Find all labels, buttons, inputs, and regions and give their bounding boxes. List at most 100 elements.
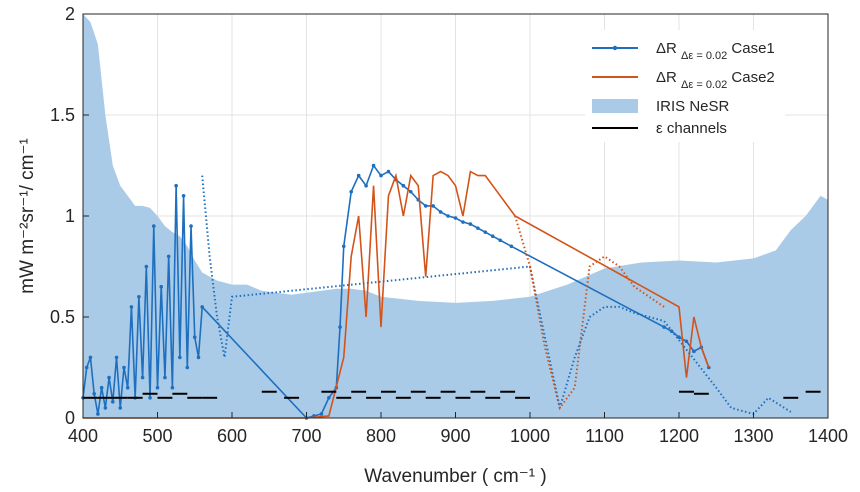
legend-label-channels: ε channels	[656, 120, 727, 137]
data-point-case1	[356, 173, 361, 178]
legend-label-case1: ΔR Δε = 0.02 Case1	[656, 40, 775, 63]
legend-label-case2-sub: Δε = 0.02	[681, 79, 727, 91]
data-point-case1	[349, 189, 354, 194]
nesr-area	[83, 14, 828, 418]
data-point-case1	[92, 391, 96, 396]
data-point-case1	[144, 264, 149, 269]
data-point-case1	[118, 406, 123, 410]
nesr-area-layer	[83, 14, 828, 418]
data-point-case1	[341, 244, 346, 249]
data-point-case1	[137, 295, 141, 299]
data-point-case1	[178, 355, 182, 360]
x-tick-label: 800	[366, 426, 396, 446]
legend-item-case2: ΔR Δε = 0.02 Case2	[592, 69, 775, 92]
data-point-case1	[684, 339, 689, 344]
legend-label-case1-tail: Case1	[731, 40, 774, 57]
x-tick-label: 500	[142, 426, 172, 446]
data-point-case1	[189, 224, 193, 228]
legend-label-case2: ΔR Δε = 0.02 Case2	[656, 69, 775, 92]
data-point-case1	[96, 412, 100, 416]
data-point-case1	[107, 375, 111, 380]
legend-item-channels: ε channels	[592, 120, 727, 137]
data-point-case1	[88, 355, 93, 360]
legend-label-case1-main: ΔR	[656, 40, 677, 57]
data-point-case1	[483, 230, 488, 234]
series-line-case2	[83, 170, 710, 419]
data-point-case1	[111, 400, 115, 404]
data-point-case1	[122, 365, 126, 370]
x-tick-label: 1300	[733, 426, 773, 446]
y-axis-label: mW m⁻²sr⁻¹/ cm⁻¹	[17, 138, 38, 294]
legend-label-nesr: IRIS NeSR	[656, 98, 730, 115]
data-point-case1	[163, 375, 167, 380]
y-tick-label: 1.5	[50, 105, 75, 125]
x-axis-label: Wavenumber ( cm⁻¹ )	[364, 466, 546, 487]
data-point-case1	[148, 396, 152, 400]
legend-label-case1-sub: Δε = 0.02	[681, 50, 727, 62]
data-point-case1	[371, 163, 376, 168]
data-point-case1	[103, 406, 108, 410]
data-point-case1	[99, 385, 104, 390]
data-point-case1	[84, 365, 89, 370]
legend-label-case2-tail: Case2	[731, 69, 774, 86]
data-point-case1	[438, 210, 443, 214]
x-tick-label: 1100	[585, 426, 624, 446]
data-point-case1	[453, 216, 458, 220]
data-point-case1	[192, 335, 197, 340]
data-point-case1	[662, 325, 666, 329]
series-lines-layer	[81, 163, 792, 420]
x-tick-label: 400	[68, 426, 98, 446]
x-tick-label: 1000	[510, 426, 550, 446]
data-point-case1	[431, 204, 435, 208]
x-tick-label: 1400	[808, 426, 848, 446]
data-point-case1	[490, 234, 495, 238]
data-point-case1	[181, 194, 186, 198]
data-point-case1	[338, 325, 342, 329]
data-point-case1	[509, 244, 514, 249]
data-point-case1	[423, 204, 428, 208]
y-tick-label: 0	[65, 408, 75, 428]
legend-label-case2-main: ΔR	[656, 69, 677, 86]
data-point-case1	[476, 226, 480, 230]
data-point-case1	[151, 224, 156, 228]
data-point-case1	[319, 412, 324, 416]
legend-item-nesr: IRIS NeSR	[592, 98, 730, 115]
data-point-case1	[200, 305, 204, 309]
x-tick-label: 700	[291, 426, 321, 446]
legend: ΔR Δε = 0.02 Case1 ΔR Δε = 0.02 Case2 IR…	[585, 30, 785, 142]
legend-marker-case1	[612, 45, 618, 51]
data-point-case1	[401, 183, 406, 188]
legend-item-case1: ΔR Δε = 0.02 Case1	[592, 40, 775, 63]
x-tick-label: 900	[440, 426, 470, 446]
data-point-case1	[196, 355, 201, 360]
data-point-case1	[125, 385, 130, 390]
y-tick-label: 0.5	[50, 307, 75, 327]
data-point-case1	[174, 183, 178, 188]
series-dotted-case2	[514, 215, 665, 411]
series-dotted-case1	[201, 175, 792, 416]
y-tick-label: 1	[65, 206, 75, 226]
data-point-case1	[409, 189, 413, 194]
data-point-case1	[379, 173, 383, 178]
data-point-case1	[114, 355, 119, 360]
data-point-case1	[692, 349, 696, 354]
x-tick-label: 1200	[659, 426, 699, 446]
data-point-case1	[185, 365, 190, 370]
data-point-case1	[498, 238, 503, 243]
data-point-case1	[170, 385, 175, 390]
data-point-case1	[159, 284, 164, 289]
y-tick-label: 2	[65, 4, 75, 24]
data-point-case1	[468, 222, 473, 226]
data-point-case1	[386, 169, 391, 174]
data-point-case1	[677, 335, 681, 340]
data-point-case1	[364, 183, 368, 188]
data-point-case1	[166, 254, 171, 259]
axis-ticks: 400 500 600 700 800 900 1000 1100 1200 1300 1400 0 0…	[50, 4, 848, 446]
data-point-case1	[327, 396, 331, 400]
channel-segments-layer	[83, 390, 821, 399]
data-point-case1	[129, 305, 134, 309]
x-tick-label: 600	[217, 426, 247, 446]
legend-swatch-nesr	[592, 99, 638, 113]
data-point-case1	[461, 220, 465, 224]
